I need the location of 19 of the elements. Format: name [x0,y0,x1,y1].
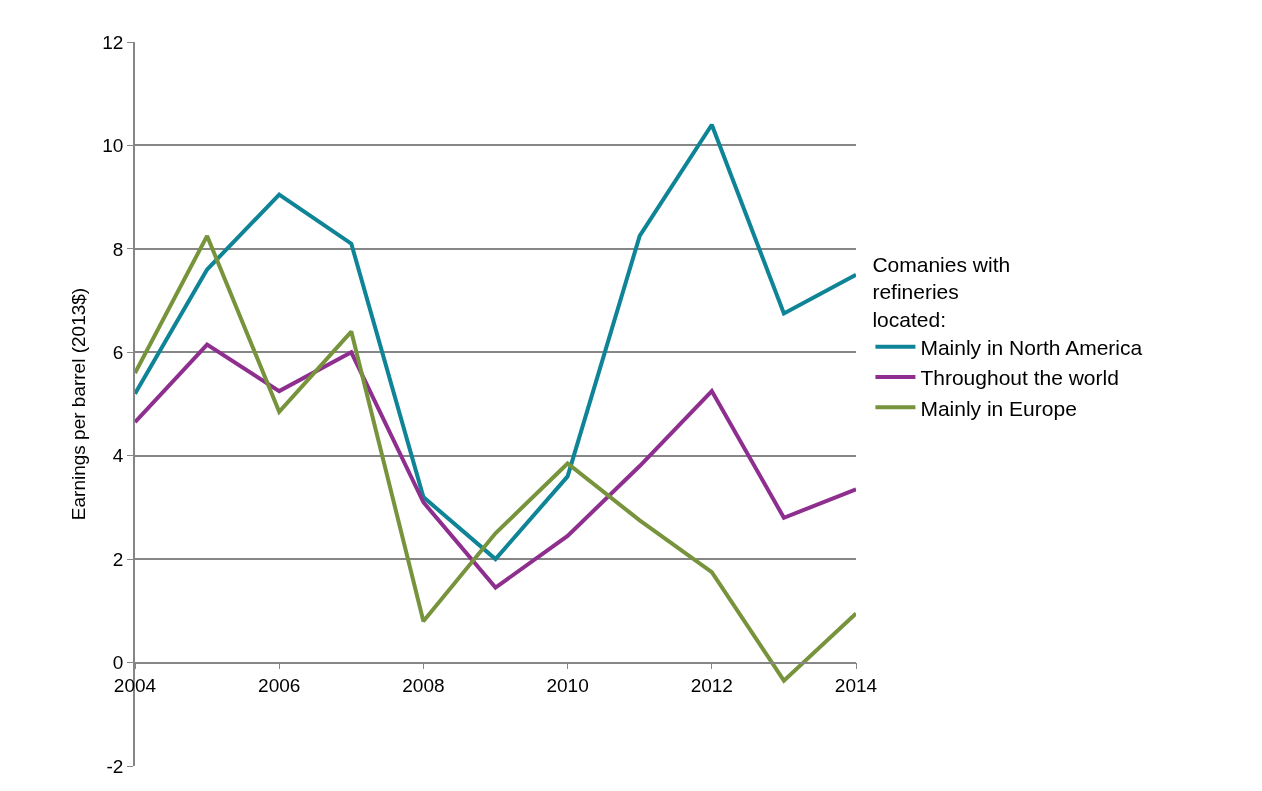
y-tick-label: 6 [112,341,124,363]
x-tick-label: 2014 [834,675,878,697]
y-axis-title: Earnings per barrel (2013$) [67,287,89,521]
legend-title: Comanies with refineries located: [872,253,1011,331]
x-tick-label: 2010 [546,675,589,697]
y-tick-label: -2 [106,755,124,777]
legend-label: Mainly in Europe [920,396,1077,420]
x-tick-label: 2006 [258,675,301,697]
y-tick-label: 0 [112,652,124,674]
x-tick-label: 2012 [690,675,733,697]
legend-label: Throughout the world [920,366,1119,390]
y-tick-label: 12 [102,31,124,53]
x-tick-label: 2008 [402,675,445,697]
x-tick-label: 2004 [113,675,157,697]
y-tick-label: 2 [112,548,124,570]
legend-label: Mainly in North America [920,335,1143,359]
y-tick-label: 10 [102,135,124,157]
y-tick-label: 8 [112,238,124,260]
y-tick-label: 4 [112,445,124,467]
